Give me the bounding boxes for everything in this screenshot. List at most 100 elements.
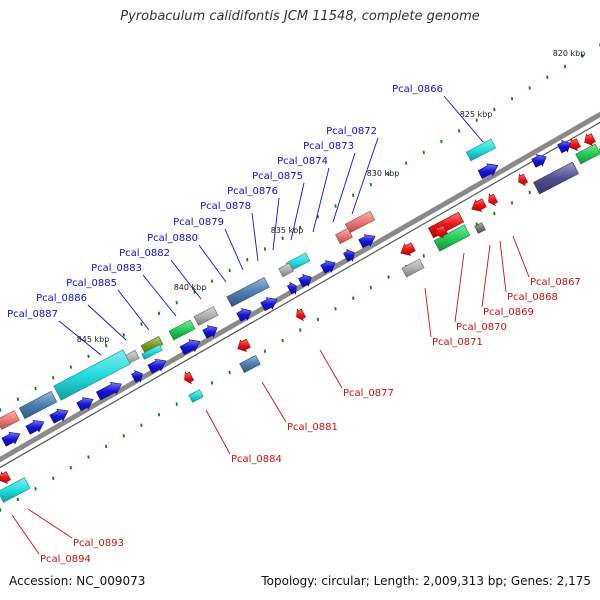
forward-gene-arrow: [236, 308, 252, 322]
gene-feature: [193, 306, 219, 326]
forward-gene-arrow: [298, 274, 312, 288]
gene-feature: [533, 161, 579, 195]
forward-gene-label: Pcal_0880: [147, 233, 198, 244]
ruler-tick-inner: [52, 476, 55, 480]
reverse-gene-label: Pcal_0881: [287, 422, 338, 433]
forward-gene-arrow: [343, 248, 355, 262]
ruler-tick-inner: [228, 370, 231, 375]
forward-gene-arrow: [25, 419, 45, 435]
forward-gene-arrow: [286, 281, 297, 295]
ruler-tick-inner: [157, 412, 161, 417]
ruler-tick-inner: [34, 487, 37, 491]
ruler-tick-outer: [157, 311, 161, 316]
ruler-tick-outer: [404, 161, 408, 165]
ruler-tick-inner: [528, 190, 531, 195]
forward-gene-arrow: [531, 154, 547, 168]
reverse-gene-label: Pcal_0868: [507, 292, 558, 303]
gene-feature: [465, 138, 497, 162]
ruler-tick-outer: [16, 397, 20, 402]
forward-gene-label: Pcal_0882: [119, 248, 170, 259]
reverse-gene-label: Pcal_0884: [231, 454, 282, 465]
ruler-tick-outer: [546, 75, 549, 79]
forward-gene-label: Pcal_0866: [392, 84, 443, 95]
reverse-gene-arrow: [584, 133, 596, 147]
forward-gene-arrow: [1, 431, 21, 447]
forward-gene-label: Pcal_0873: [303, 141, 354, 152]
ruler-tick-inner: [387, 275, 390, 279]
forward-gene-arrow: [557, 140, 571, 154]
reverse-gene-label: Pcal_0869: [483, 307, 534, 318]
ruler-tick-outer: [334, 204, 337, 208]
genome-backbone-edge: [0, 121, 600, 469]
forward-gene-arrow: [131, 369, 143, 383]
forward-gene-label: Pcal_0875: [252, 171, 303, 182]
forward-gene-arrow: [320, 260, 336, 274]
ruler-tick-outer: [104, 343, 108, 348]
gene-feature: [335, 227, 353, 245]
ruler-tick-inner: [87, 455, 90, 459]
reverse-gene-leader: [11, 514, 40, 555]
reverse-gene-leader: [319, 349, 343, 389]
forward-gene-arrow: [202, 325, 218, 339]
ruler-tick-outer: [52, 376, 55, 380]
gene-feature: [18, 390, 58, 420]
ruler-tick-outer: [246, 257, 249, 262]
ruler-tick-outer: [69, 365, 72, 369]
ruler-tick-outer: [581, 53, 584, 58]
forward-gene-label: Pcal_0887: [7, 309, 58, 320]
ruler-tick-inner: [299, 328, 302, 332]
forward-gene-arrow: [179, 339, 201, 356]
ruler-tick-outer: [34, 386, 37, 391]
ruler-tick-outer: [87, 354, 90, 359]
ruler-tick-outer: [210, 279, 214, 283]
reverse-gene-leader: [512, 235, 530, 278]
ruler-tick-inner: [122, 434, 125, 438]
forward-gene-leader: [58, 320, 102, 356]
reverse-gene-leader: [27, 508, 73, 539]
forward-gene-leader: [312, 167, 330, 233]
ruler-tick-outer: [140, 322, 143, 326]
forward-gene-arrow: [358, 234, 376, 249]
ruler-tick-inner: [263, 349, 267, 353]
ruler-tick-outer: [0, 408, 2, 412]
forward-gene-leader: [198, 244, 227, 283]
gene-feature: [278, 262, 294, 278]
forward-gene-label: Pcal_0878: [200, 201, 251, 212]
gene-feature: [140, 335, 164, 355]
ruler-tick-inner: [16, 497, 20, 502]
reverse-gene-label: Pcal_0871: [432, 337, 483, 348]
reverse-gene-leader: [424, 287, 432, 338]
gene-feature: [53, 349, 131, 401]
gene-feature: [344, 210, 376, 234]
gene-feature: [575, 143, 600, 165]
reverse-gene-leader: [481, 244, 491, 308]
ruler-tick-outer: [440, 139, 443, 144]
forward-gene-leader: [170, 259, 202, 300]
forward-gene-leader: [332, 152, 356, 223]
forward-gene-label: Pcal_0872: [326, 126, 377, 137]
ruler-tick-inner: [493, 211, 496, 216]
gene-feature: [0, 477, 31, 503]
forward-gene-label: Pcal_0876: [227, 186, 278, 197]
reverse-gene-arrow: [434, 224, 448, 238]
reverse-gene-arrow: [518, 173, 529, 187]
forward-gene-leader: [251, 212, 259, 262]
reverse-gene-leader: [261, 381, 287, 423]
reverse-gene-leader: [205, 409, 231, 455]
reverse-gene-arrow: [400, 242, 416, 256]
reverse-gene-leader: [454, 252, 465, 323]
ruler-tick-outer: [475, 118, 478, 122]
reverse-gene-arrow: [237, 338, 251, 352]
forward-gene-label: Pcal_0879: [173, 217, 224, 228]
ruler-tick-inner: [104, 444, 108, 449]
genome-backbone: [0, 111, 600, 463]
ruler-tick-inner: [69, 465, 72, 470]
ruler-tick-inner: [422, 254, 425, 258]
forward-gene-label: Pcal_0883: [91, 263, 142, 274]
gene-feature: [0, 410, 20, 430]
ruler-tick-inner: [175, 402, 178, 406]
ruler-label: 830 kbp: [367, 169, 400, 178]
ruler-tick-outer: [387, 172, 390, 176]
reverse-gene-arrow: [184, 371, 195, 385]
